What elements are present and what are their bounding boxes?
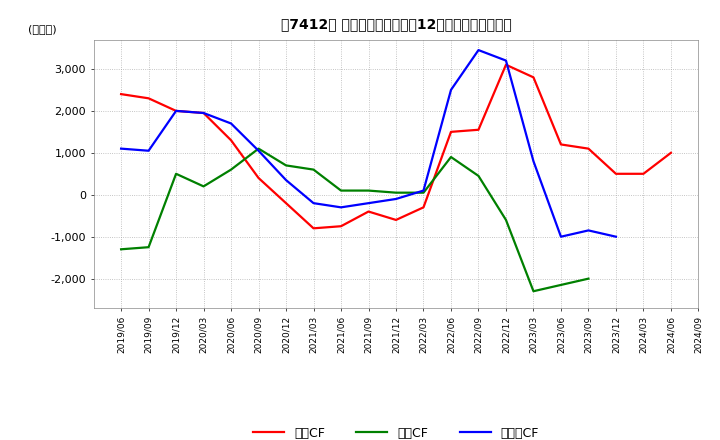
投資CF [117,247,125,252]
投資CF [227,167,235,172]
営業CF [611,171,620,176]
投資CF [282,163,290,168]
フリーCF [446,87,455,92]
営業CF [282,201,290,206]
フリーCF [364,201,373,206]
フリーCF [172,108,181,114]
営業CF [254,176,263,181]
フリーCF [474,48,483,53]
Y-axis label: (百万円): (百万円) [28,24,56,34]
営業CF [557,142,565,147]
投資CF [446,154,455,160]
フリーCF [611,234,620,239]
Line: 営業CF: 営業CF [121,65,671,228]
営業CF [199,110,208,116]
営業CF [529,75,538,80]
投資CF [529,289,538,294]
営業CF [502,62,510,67]
営業CF [667,150,675,155]
投資CF [309,167,318,172]
営業CF [117,92,125,97]
フリーCF [254,148,263,154]
投資CF [419,190,428,195]
投資CF [144,245,153,250]
営業CF [227,138,235,143]
投資CF [364,188,373,193]
投資CF [172,171,181,176]
Line: フリーCF: フリーCF [121,50,616,237]
フリーCF [419,188,428,193]
フリーCF [227,121,235,126]
営業CF [337,224,346,229]
フリーCF [584,228,593,233]
営業CF [474,127,483,132]
フリーCF [309,201,318,206]
フリーCF [557,234,565,239]
フリーCF [282,177,290,183]
Line: 投資CF: 投資CF [121,149,588,291]
投資CF [474,173,483,179]
投資CF [199,184,208,189]
投資CF [557,282,565,288]
投資CF [584,276,593,281]
営業CF [364,209,373,214]
営業CF [172,108,181,114]
営業CF [392,217,400,223]
フリーCF [337,205,346,210]
営業CF [584,146,593,151]
投資CF [392,190,400,195]
投資CF [337,188,346,193]
Title: 【7412】 キャッシュフローの12か月移動合計の推移: 【7412】 キャッシュフローの12か月移動合計の推移 [281,18,511,32]
フリーCF [392,196,400,202]
フリーCF [529,158,538,164]
投資CF [254,146,263,151]
フリーCF [502,58,510,63]
フリーCF [117,146,125,151]
営業CF [419,205,428,210]
フリーCF [144,148,153,154]
フリーCF [199,110,208,116]
投資CF [502,217,510,223]
営業CF [446,129,455,135]
営業CF [309,226,318,231]
営業CF [639,171,648,176]
営業CF [144,95,153,101]
Legend: 営業CF, 投資CF, フリーCF: 営業CF, 投資CF, フリーCF [248,422,544,440]
